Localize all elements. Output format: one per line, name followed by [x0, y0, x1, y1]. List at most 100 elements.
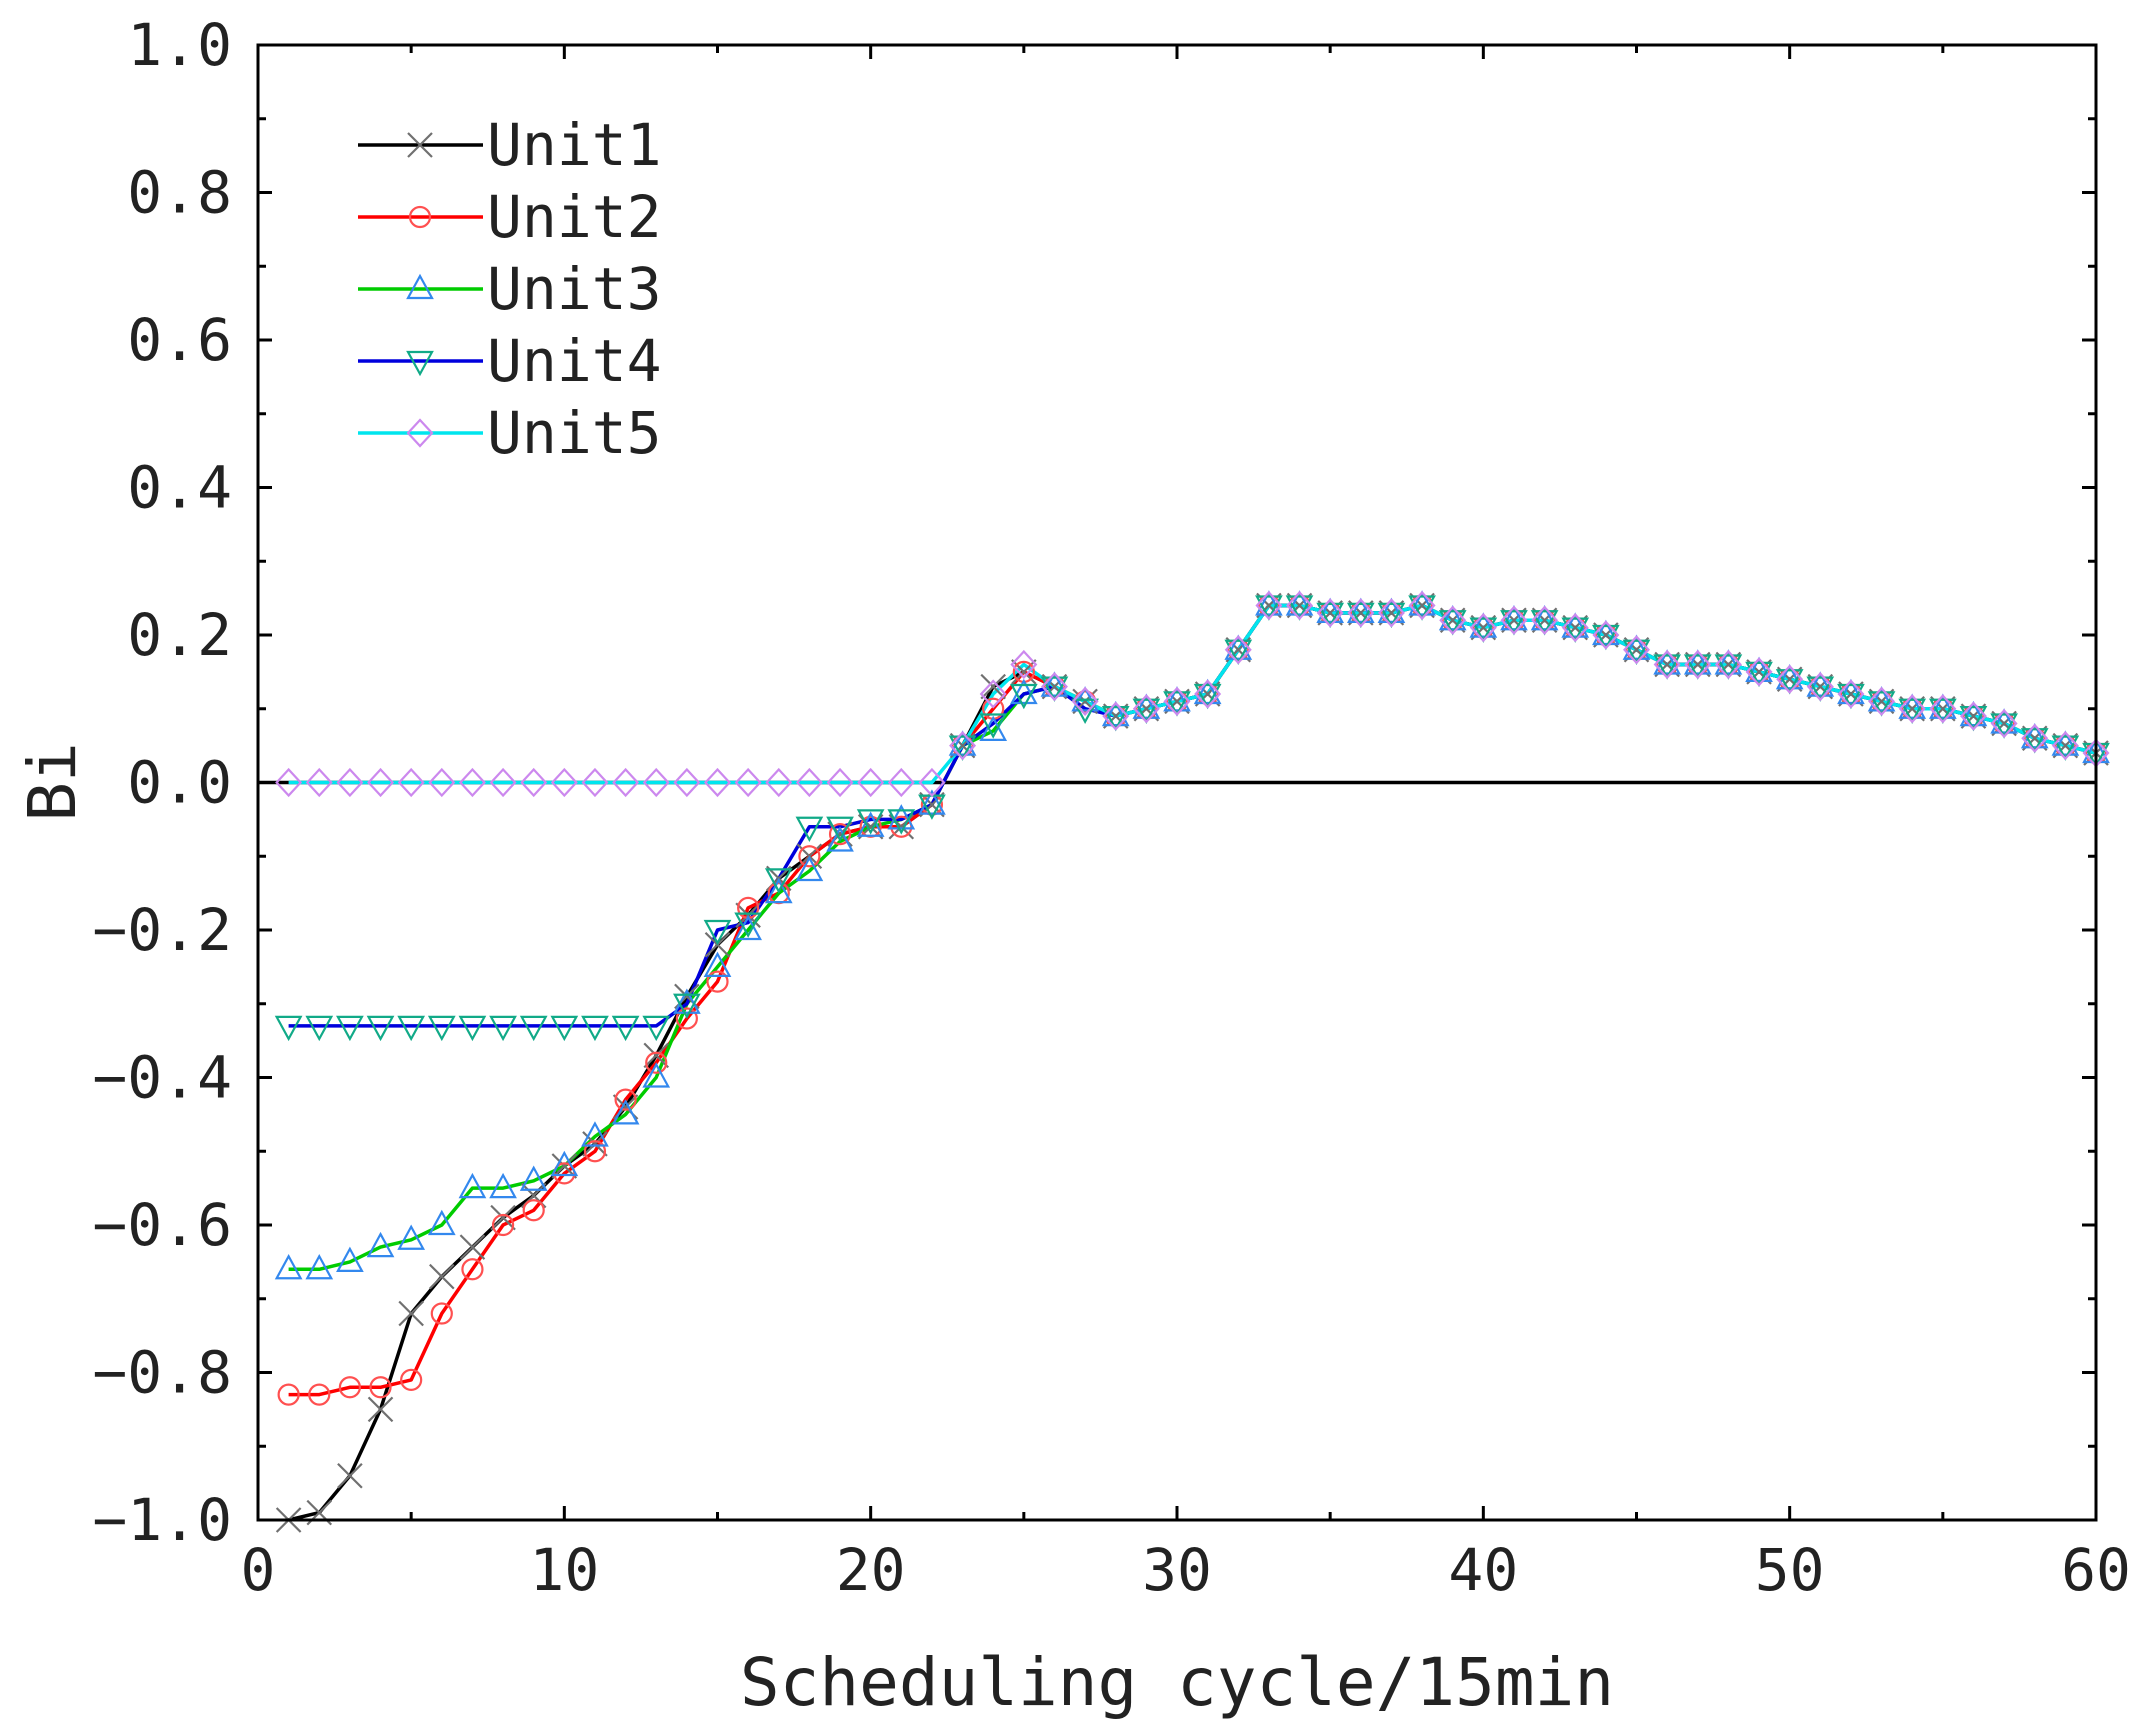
- series-point-unit4: [1469, 617, 1498, 643]
- series-point-unit3: [2020, 722, 2049, 749]
- series-point-unit2: [338, 1376, 361, 1399]
- series-point-unit5: [1500, 605, 1528, 635]
- series-point-unit5: [1868, 686, 1896, 716]
- series-point-unit3: [826, 826, 854, 852]
- legend-marker-unit3: [406, 273, 434, 300]
- series-point-unit5: [1439, 605, 1467, 635]
- series-point-unit3: [1530, 604, 1559, 631]
- series-point-unit5: [826, 767, 854, 798]
- series-point-unit1: [398, 1300, 424, 1327]
- legend-label-unit3: Unit3: [487, 255, 662, 323]
- series-point-unit3: [1745, 656, 1773, 682]
- series-point-unit4: [2020, 728, 2049, 754]
- series-point-unit5: [765, 767, 793, 798]
- x-tick-label: 10: [529, 1536, 599, 1604]
- series-point-unit3: [489, 1172, 517, 1199]
- series-line-unit1: [288, 603, 2097, 1522]
- series-point-unit5: [1684, 649, 1712, 680]
- series-point-unit5: [1806, 672, 1834, 702]
- series-point-unit3: [1193, 678, 1222, 705]
- series-point-unit4: [1040, 676, 1069, 702]
- series-point-unit5: [1194, 679, 1222, 709]
- series-point-unit4: [1346, 602, 1375, 629]
- series-point-unit2: [491, 1213, 515, 1237]
- series-point-unit3: [366, 1231, 395, 1258]
- series-point-unit4: [1775, 669, 1804, 695]
- series-point-unit3: [795, 855, 824, 882]
- series-point-unit5: [1623, 635, 1650, 665]
- series-point-unit5: [642, 767, 670, 798]
- series-point-unit5: [1071, 686, 1099, 716]
- series-point-unit5: [1714, 649, 1742, 680]
- series-point-unit4: [1285, 595, 1314, 621]
- series-point-unit3: [673, 988, 701, 1014]
- series-point-unit2: [583, 1140, 607, 1163]
- series-point-unit5: [1561, 613, 1589, 643]
- series-point-unit3: [1132, 693, 1161, 719]
- series-point-unit4: [489, 1015, 517, 1042]
- legend-label-unit1: Unit1: [487, 111, 662, 179]
- series-point-unit5: [1469, 613, 1497, 643]
- series-point-unit1: [980, 673, 1006, 700]
- series-point-unit5: [612, 767, 640, 798]
- series-point-unit3: [1101, 700, 1130, 727]
- series-point-unit3: [550, 1150, 579, 1177]
- series-point-unit5: [1163, 686, 1191, 716]
- series-point-unit1: [459, 1234, 486, 1260]
- series-point-unit4: [581, 1015, 609, 1042]
- series-point-unit3: [1837, 678, 1865, 705]
- series-point-unit3: [1928, 693, 1957, 719]
- series-point-unit3: [581, 1121, 609, 1147]
- series-point-unit5: [734, 767, 762, 798]
- series-point-unit4: [1132, 698, 1161, 725]
- series-point-unit4: [1009, 683, 1038, 710]
- series-point-unit4: [1745, 661, 1773, 688]
- series-point-unit3: [1683, 649, 1712, 675]
- series-point-unit5: [489, 767, 517, 798]
- series-point-unit4: [305, 1015, 334, 1042]
- series-point-unit5: [2021, 723, 2049, 753]
- series-point-unit1: [490, 1204, 516, 1231]
- series-point-unit4: [1928, 698, 1957, 725]
- y-tick-label: 0.8: [127, 159, 232, 227]
- series-point-unit2: [522, 1199, 545, 1222]
- series-point-unit3: [1285, 590, 1314, 616]
- series-point-unit5: [1102, 701, 1130, 731]
- y-tick-label: 0.6: [127, 306, 232, 374]
- legend-label-unit4: Unit4: [487, 327, 662, 395]
- series-point-unit1: [643, 1042, 670, 1069]
- series-point-unit3: [979, 715, 1008, 741]
- series-point-unit3: [1009, 678, 1038, 705]
- series-point-unit3: [1898, 693, 1927, 719]
- series-line-unit5: [288, 603, 2097, 785]
- series-point-unit3: [1500, 604, 1528, 631]
- series-point-unit4: [1530, 610, 1559, 636]
- series-point-unit3: [1438, 604, 1467, 631]
- legend-item-unit5: Unit5: [358, 399, 662, 467]
- series-point-unit4: [734, 912, 762, 938]
- series-point-unit4: [1714, 654, 1743, 680]
- series-point-unit4: [887, 809, 916, 835]
- series-point-unit5: [795, 767, 823, 798]
- series-point-unit2: [400, 1368, 423, 1391]
- series-point-unit4: [795, 816, 824, 843]
- y-tick-label: 0.2: [127, 601, 232, 669]
- series-point-unit4: [856, 809, 885, 835]
- x-tick-label: 30: [1142, 1536, 1212, 1604]
- series-point-unit5: [1347, 598, 1375, 628]
- series-point-unit4: [550, 1015, 579, 1042]
- series-point-unit5: [1255, 590, 1283, 621]
- series-point-unit4: [1837, 683, 1865, 710]
- series-point-unit3: [1346, 597, 1375, 623]
- series-point-unit5: [458, 767, 486, 798]
- series-point-unit2: [430, 1302, 453, 1325]
- series-point-unit4: [1408, 595, 1436, 621]
- series-point-unit4: [366, 1015, 395, 1042]
- series-point-unit4: [764, 868, 793, 894]
- series-point-unit5: [1377, 598, 1405, 628]
- x-tick-label: 40: [1448, 1536, 1518, 1604]
- series-point-unit4: [979, 713, 1008, 739]
- series-point-unit3: [918, 789, 946, 815]
- series-point-unit5: [704, 767, 731, 798]
- series-point-unit3: [1561, 612, 1590, 638]
